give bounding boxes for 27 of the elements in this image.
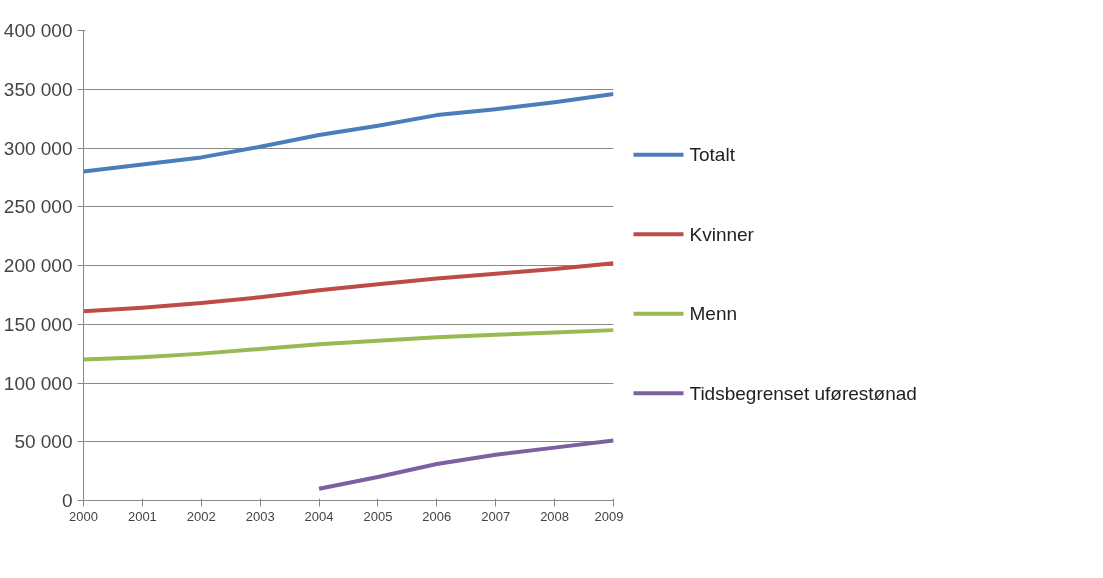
line-series — [83, 91, 614, 174]
x-tick-label: 2009 — [594, 508, 624, 524]
y-tick-label: 250 000 — [3, 196, 73, 218]
y-tick-label: 350 000 — [3, 78, 73, 100]
x-tick-label: 2003 — [245, 508, 275, 524]
x-tick-label: 2004 — [304, 508, 334, 524]
y-tick-label: 300 000 — [3, 137, 73, 159]
legend-label: Tidsbegrenset uførestønad — [689, 382, 917, 404]
legend-label: Menn — [689, 303, 738, 325]
x-tick-label: 2000 — [69, 508, 98, 524]
legend-label: Kvinner — [689, 223, 755, 245]
x-tick-label: 2001 — [127, 508, 157, 524]
line-series — [83, 261, 614, 314]
legend-label: Totalt — [689, 144, 736, 166]
x-tick-label: 2005 — [363, 508, 393, 524]
y-tick-label: 0 — [61, 490, 73, 511]
x-tick-label: 2002 — [186, 508, 216, 524]
y-tick-label: 150 000 — [3, 313, 73, 335]
y-tick-label: 50 000 — [14, 431, 73, 453]
x-tick-label: 2008 — [540, 508, 570, 524]
line-series — [83, 328, 614, 362]
y-tick-label: 100 000 — [3, 372, 73, 394]
y-tick-label: 400 000 — [3, 20, 73, 41]
x-tick-label: 2007 — [481, 508, 511, 524]
y-tick-label: 200 000 — [3, 255, 73, 276]
x-tick-label: 2006 — [422, 508, 452, 524]
line-series — [317, 438, 614, 491]
